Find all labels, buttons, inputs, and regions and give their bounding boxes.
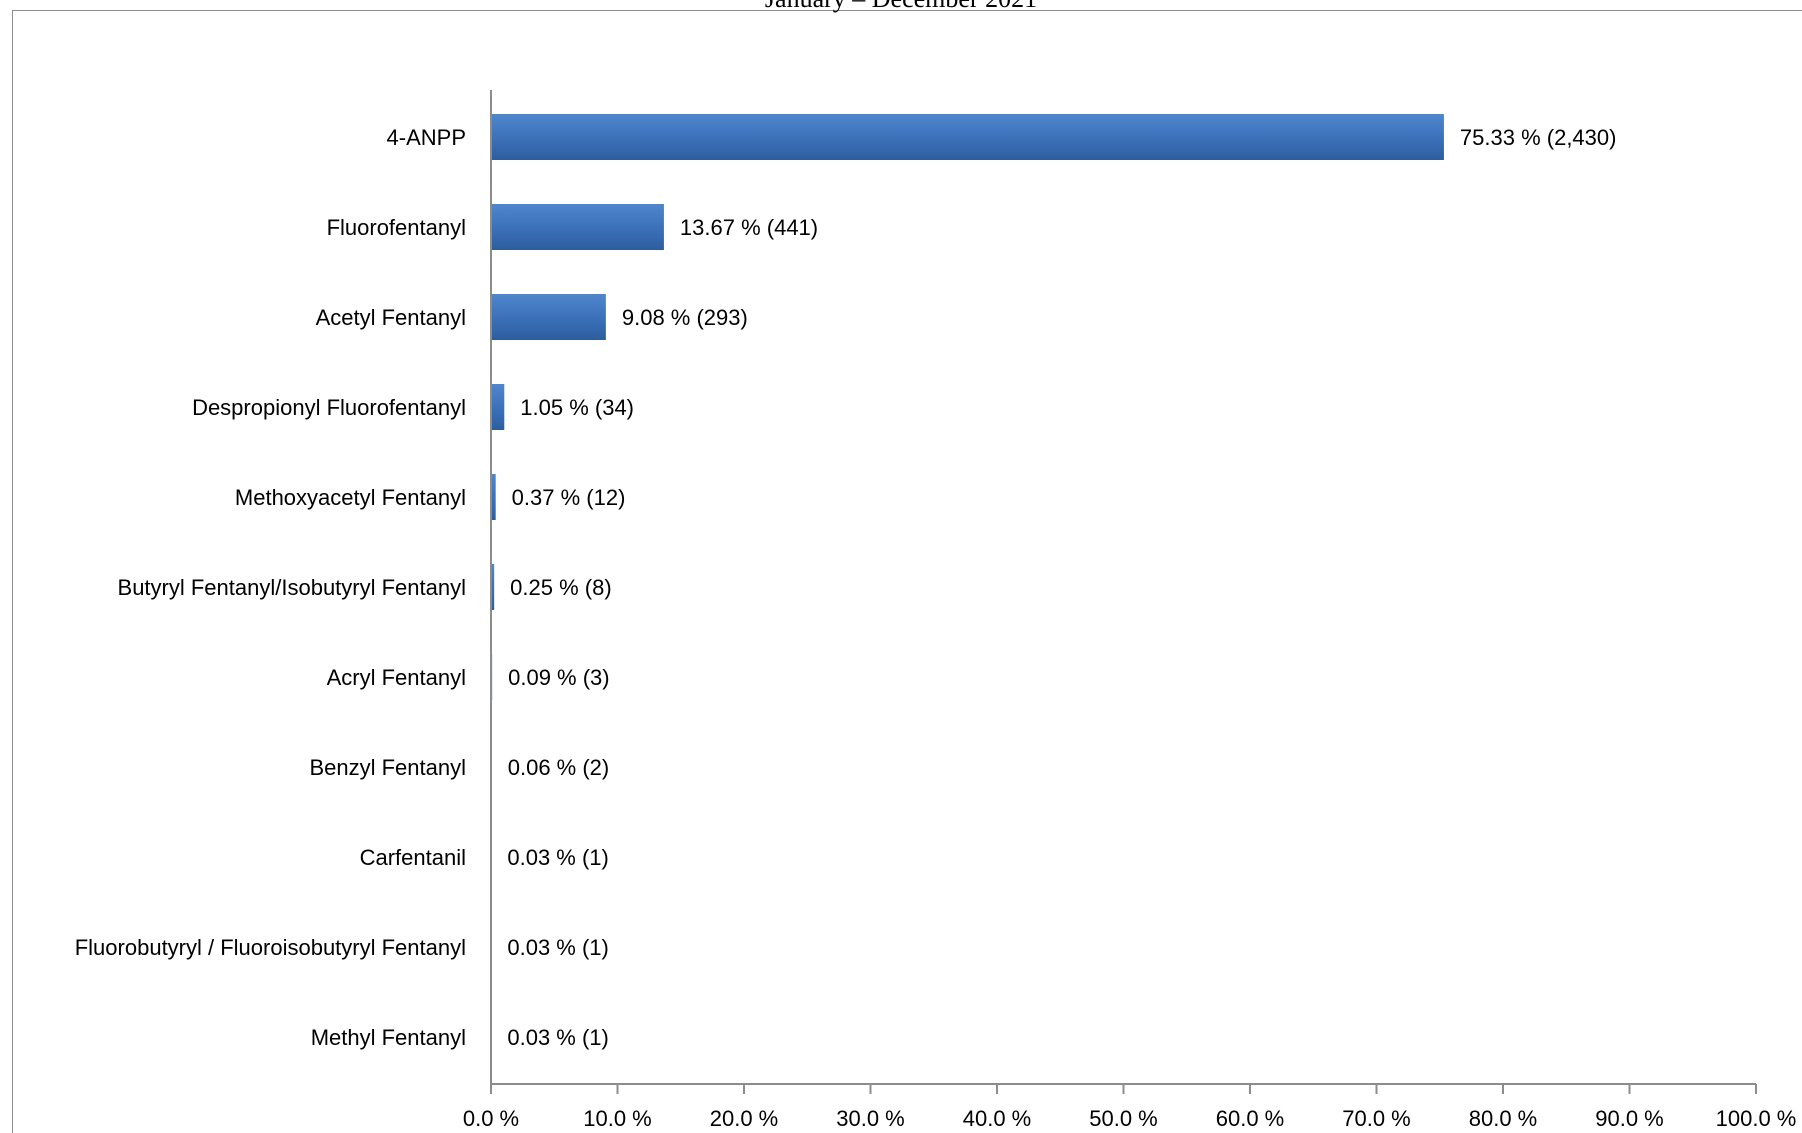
category-label-acetyl-fentanyl: Acetyl Fentanyl [316,305,466,330]
value-label-carfentanil: 0.03 % (1) [507,845,609,870]
x-tick-label: 10.0 % [583,1106,652,1131]
bar-despropionyl-fluorofentanyl [491,384,505,430]
category-label-fluorofentanyl: Fluorofentanyl [327,215,466,240]
bar-4-anpp [491,114,1444,160]
x-tick-label: 40.0 % [963,1106,1032,1131]
category-label-methoxyacetyl-fentanyl: Methoxyacetyl Fentanyl [235,485,466,510]
bar-fluorofentanyl [491,204,664,250]
category-label-fluorobutyryl-fluoroisobutyryl-fentanyl: Fluorobutyryl / Fluoroisobutyryl Fentany… [75,935,466,960]
chart-frame [12,10,1802,1133]
value-label-methoxyacetyl-fentanyl: 0.37 % (12) [512,485,626,510]
value-label-methyl-fentanyl: 0.03 % (1) [507,1025,609,1050]
value-label-despropionyl-fluorofentanyl: 1.05 % (34) [520,395,634,420]
x-tick-label: 30.0 % [836,1106,905,1131]
value-label-fluorobutyryl-fluoroisobutyryl-fentanyl: 0.03 % (1) [507,935,609,960]
bar-butyryl-fentanyl-isobutyryl-fentanyl [491,564,495,610]
bar-methoxyacetyl-fentanyl [491,474,496,520]
x-tick-label: 0.0 % [463,1106,519,1131]
category-label-benzyl-fentanyl: Benzyl Fentanyl [309,755,466,780]
category-label-butyryl-fentanyl-isobutyryl-fentanyl: Butyryl Fentanyl/Isobutyryl Fentanyl [118,575,466,600]
value-label-acryl-fentanyl: 0.09 % (3) [508,665,610,690]
x-tick-label: 60.0 % [1216,1106,1285,1131]
value-label-benzyl-fentanyl: 0.06 % (2) [508,755,610,780]
category-label-methyl-fentanyl: Methyl Fentanyl [311,1025,466,1050]
category-label-carfentanil: Carfentanil [360,845,466,870]
x-tick-label: 80.0 % [1469,1106,1538,1131]
value-label-butyryl-fentanyl-isobutyryl-fentanyl: 0.25 % (8) [510,575,611,600]
bar-acetyl-fentanyl [491,294,606,340]
x-tick-label: 90.0 % [1595,1106,1664,1131]
labels-layer: 4-ANPP 75.33 % (2,430) Fluorofentanyl 13.67… [75,125,1617,1050]
x-tick-label: 20.0 % [710,1106,779,1131]
category-label-despropionyl-fluorofentanyl: Despropionyl Fluorofentanyl [192,395,466,420]
x-tick-label: 50.0 % [1089,1106,1158,1131]
bars-layer [491,114,1444,1060]
x-tick-label: 70.0 % [1342,1106,1411,1131]
value-label-fluorofentanyl: 13.67 % (441) [680,215,818,240]
chart-title: January – December 2021 [0,0,1802,14]
category-label-4-anpp: 4-ANPP [387,125,466,150]
category-label-acryl-fentanyl: Acryl Fentanyl [327,665,466,690]
value-label-acetyl-fentanyl: 9.08 % (293) [622,305,748,330]
x-tick-label: 100.0 % [1716,1106,1797,1131]
axis-layer: 0.0 % 10.0 % 20.0 % 30.0 % 40.0 % 50.0 % 60.0 … [463,90,1797,1131]
value-label-4-anpp: 75.33 % (2,430) [1460,125,1617,150]
